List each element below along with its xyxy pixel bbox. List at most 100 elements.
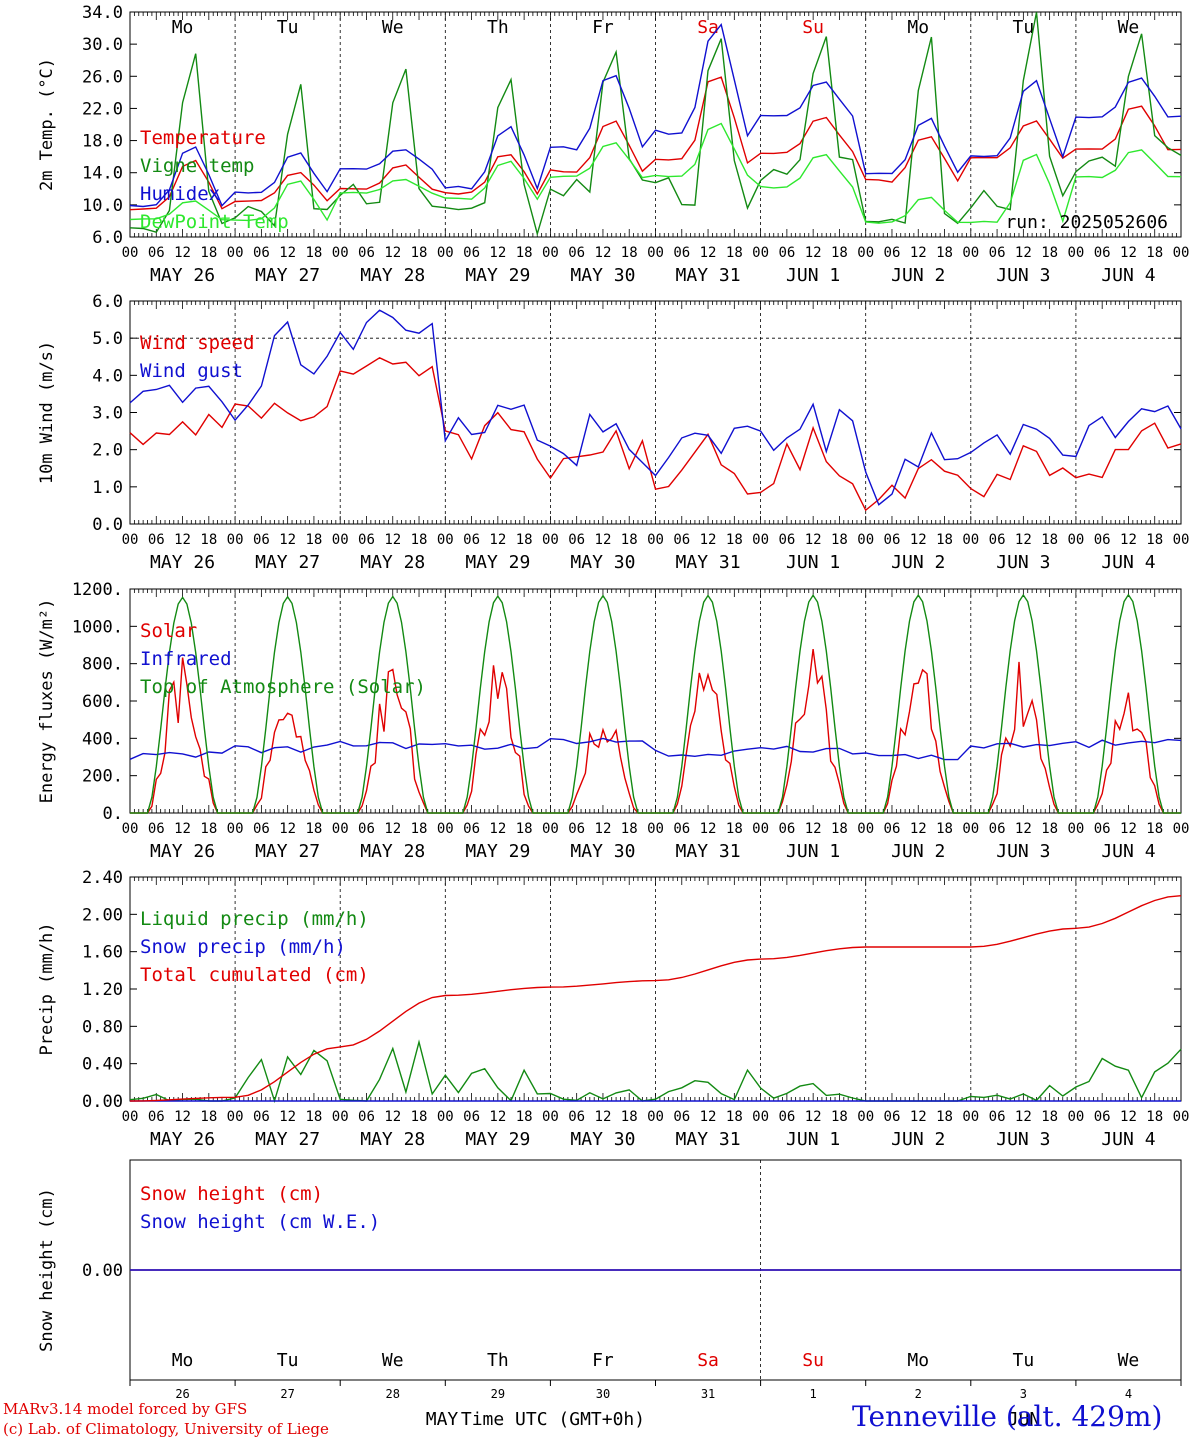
x-hour-label: 18 (516, 821, 533, 837)
x-date-label: MAY 28 (360, 552, 425, 573)
x-hour-label: 12 (805, 821, 822, 837)
x-hour-label: 18 (1146, 245, 1163, 261)
weekday-label: Su (802, 17, 824, 38)
x-date-label: JUN 4 (1101, 552, 1155, 573)
x-hour-label: 06 (253, 1109, 270, 1125)
weekday-label: We (1118, 17, 1140, 38)
x-hour-label: 00 (1067, 821, 1084, 837)
x-date-label: MAY 27 (255, 265, 320, 286)
x-hour-label: 18 (831, 821, 848, 837)
x-hour-label: 18 (516, 1109, 533, 1125)
x-hour-label: 12 (805, 1109, 822, 1125)
legend-label: Liquid precip (mm/h) (140, 908, 369, 930)
x-hour-label: 00 (1067, 532, 1084, 548)
x-month-label: MAY (426, 1409, 459, 1430)
weekday-label: Sa (697, 17, 719, 38)
x-hour-label: 12 (279, 245, 296, 261)
x-hour-label: 12 (489, 245, 506, 261)
x-hour-label: 00 (122, 532, 139, 548)
panel-2: 0.0 1.0 2.0 3.0 4.0 5.0 6.0 10m Wind (m/s) 00 06 1… (37, 292, 1189, 573)
weekday-label: Mo (907, 1350, 929, 1371)
x-hour-label: 12 (700, 821, 717, 837)
x-hour-label: 12 (174, 245, 191, 261)
x-hour-label: 12 (279, 821, 296, 837)
x-hour-label: 00 (857, 245, 874, 261)
x-hour-label: 06 (358, 821, 375, 837)
weekday-label: Tu (277, 17, 299, 38)
x-hour-label: 00 (752, 532, 769, 548)
x-hour-label: 06 (1094, 821, 1111, 837)
y-tick-label: 2.00 (82, 905, 123, 925)
weekday-label: Mo (172, 17, 194, 38)
x-date-label: JUN 2 (891, 265, 945, 286)
x-date-label: MAY 30 (570, 552, 635, 573)
x-hour-label: 00 (227, 245, 244, 261)
x-hour-label: 12 (174, 1109, 191, 1125)
x-daynum-label: 30 (596, 1387, 610, 1401)
weekday-label: Su (802, 1350, 824, 1371)
x-date-label: MAY 26 (150, 552, 215, 573)
x-hour-label: 00 (122, 1109, 139, 1125)
x-hour-label: 12 (1015, 245, 1032, 261)
x-hour-label: 18 (621, 245, 638, 261)
x-date-label: JUN 2 (891, 841, 945, 862)
x-hour-label: 12 (1120, 821, 1137, 837)
x-hour-label: 18 (200, 532, 217, 548)
x-hour-label: 06 (463, 532, 480, 548)
x-date-label: MAY 28 (360, 1129, 425, 1150)
x-hour-label: 18 (516, 532, 533, 548)
x-hour-label: 06 (778, 532, 795, 548)
x-date-label: JUN 1 (786, 552, 840, 573)
x-hour-label: 00 (752, 1109, 769, 1125)
x-hour-label: 18 (305, 532, 322, 548)
y-tick-label: 1.60 (82, 943, 123, 963)
series-line (129, 76, 1182, 211)
x-hour-label: 06 (778, 245, 795, 261)
x-hour-label: 06 (253, 821, 270, 837)
x-hour-label: 18 (1041, 821, 1058, 837)
x-hour-label: 00 (437, 821, 454, 837)
x-hour-label: 00 (752, 821, 769, 837)
x-date-label: MAY 31 (676, 265, 741, 286)
x-date-label: MAY 29 (465, 552, 530, 573)
series-line (129, 23, 1182, 208)
x-hour-label: 06 (148, 1109, 165, 1125)
x-hour-label: 12 (1120, 532, 1137, 548)
x-hour-label: 00 (1173, 1109, 1190, 1125)
x-hour-label: 12 (384, 1109, 401, 1125)
x-hour-label: 00 (647, 1109, 664, 1125)
x-hour-label: 06 (989, 1109, 1006, 1125)
x-hour-label: 00 (962, 245, 979, 261)
x-date-label: MAY 26 (150, 265, 215, 286)
y-tick-label: 200. (82, 767, 123, 787)
x-hour-label: 18 (200, 1109, 217, 1125)
x-date-label: MAY 29 (465, 265, 530, 286)
x-hour-label: 00 (962, 1109, 979, 1125)
x-hour-label: 00 (962, 821, 979, 837)
x-hour-label: 00 (542, 821, 559, 837)
y-tick-label: 0. (103, 804, 123, 824)
y-axis-label: Snow height (cm) (37, 1188, 57, 1352)
legend-label: Vigne temp (140, 155, 254, 177)
y-tick-label: 1.20 (82, 980, 123, 1000)
x-hour-label: 18 (726, 532, 743, 548)
x-date-label: MAY 31 (676, 841, 741, 862)
x-hour-label: 18 (726, 245, 743, 261)
panel-5: 0.00 Snow height (cm) 26 27 28 29 30 31 1 2 3 4 MAY J… (37, 1159, 1182, 1430)
x-daynum-label: 2 (915, 1387, 922, 1401)
x-date-label: MAY 26 (150, 1129, 215, 1150)
weekday-label: Fr (592, 17, 614, 38)
x-hour-label: 00 (542, 532, 559, 548)
x-hour-label: 18 (1146, 1109, 1163, 1125)
x-hour-label: 00 (647, 532, 664, 548)
legend-label: Humidex (140, 183, 220, 205)
y-tick-label: 6.0 (92, 228, 123, 248)
x-hour-label: 06 (358, 1109, 375, 1125)
panel-frame (129, 11, 1182, 238)
y-tick-label: 1.0 (92, 478, 123, 498)
weekday-label: Sa (697, 1350, 719, 1371)
x-hour-label: 12 (489, 532, 506, 548)
x-date-label: JUN 3 (996, 1129, 1050, 1150)
x-hour-label: 12 (910, 821, 927, 837)
x-hour-label: 00 (857, 532, 874, 548)
